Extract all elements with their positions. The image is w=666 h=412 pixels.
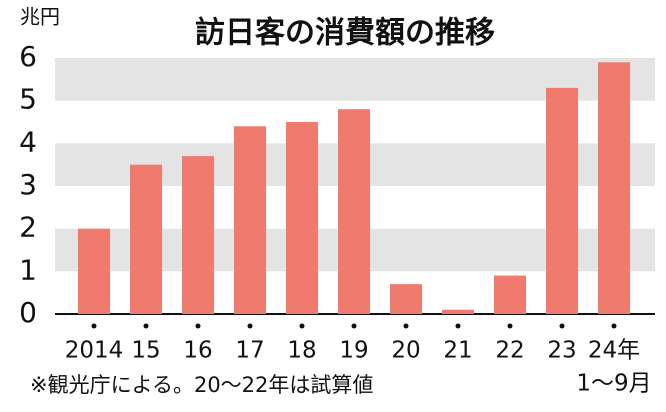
x-tick-label: 21 [443, 338, 472, 364]
bar [494, 275, 526, 314]
x-tick-dot [195, 323, 201, 329]
x-tick-dot [91, 323, 97, 329]
x-tick-dot [247, 323, 253, 329]
bar [442, 309, 474, 314]
note: ※観光庁による。20～22年は試算値 [30, 373, 373, 397]
x-tick-label: 23 [547, 338, 576, 364]
x-tick-label: 18 [287, 338, 316, 364]
x-tick-dot [351, 323, 357, 329]
y-tick-label: 5 [19, 83, 37, 116]
bar [130, 164, 162, 314]
x-tick-dot [403, 323, 409, 329]
x-tick-label: 24年 [588, 338, 640, 364]
x-tick-label: 17 [235, 338, 264, 364]
bar [182, 156, 214, 314]
bar [234, 126, 266, 315]
x-tick-dot [559, 323, 565, 329]
period-note: 1～9月 [576, 371, 651, 397]
x-tick-dot [455, 323, 461, 329]
x-tick-dot [299, 323, 305, 329]
x-tick-label: 19 [339, 338, 368, 364]
x-tick-dot [507, 323, 513, 329]
x-tick-dot [611, 323, 617, 329]
x-tick-dot [143, 323, 149, 329]
x-tick-label: 16 [183, 338, 212, 364]
y-tick-label: 3 [19, 168, 37, 201]
x-tick-label: 22 [495, 338, 524, 364]
bar [338, 109, 370, 314]
bar [286, 122, 318, 314]
y-tick-label: 0 [19, 296, 37, 329]
y-tick-label: 6 [19, 40, 37, 73]
y-tick-label: 1 [19, 253, 37, 286]
bar [78, 228, 110, 314]
y-unit: 兆円 [20, 5, 60, 29]
chart-title: 訪日客の消費額の推移 [195, 16, 495, 51]
x-tick-label: 2014 [65, 338, 124, 364]
bar [390, 284, 422, 314]
x-tick-label: 15 [131, 338, 160, 364]
y-tick-label: 2 [19, 211, 37, 244]
bar [598, 62, 630, 315]
bar [546, 87, 578, 314]
x-tick-label: 20 [391, 338, 420, 364]
y-tick-label: 4 [19, 125, 37, 158]
